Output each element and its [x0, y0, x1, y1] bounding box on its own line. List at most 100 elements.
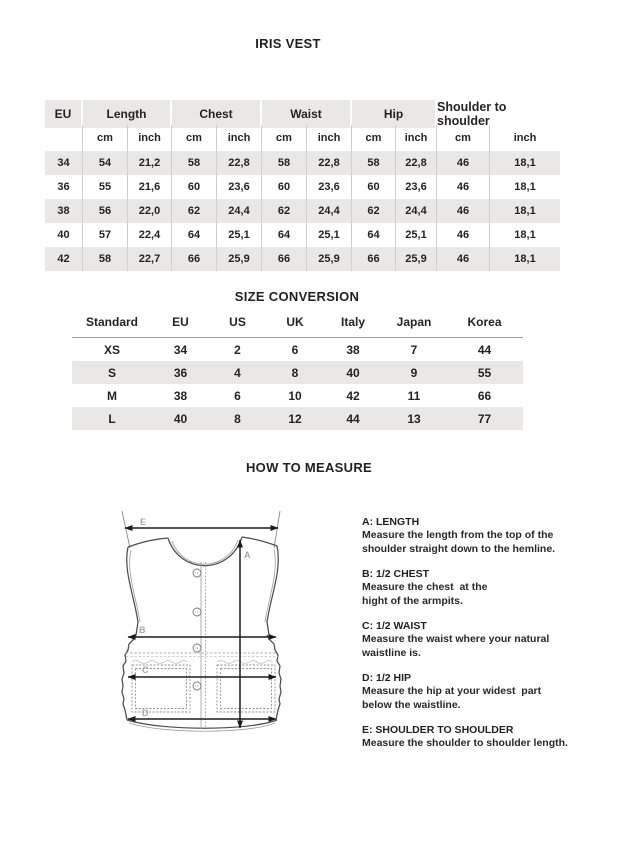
cell-italy: 44 [324, 407, 382, 430]
cell-korea: 44 [477, 342, 492, 357]
size-table-header-chest: Chest [172, 100, 262, 128]
cell-shoulder-cm: 46 [437, 175, 490, 199]
unit-cm: cm [262, 125, 307, 151]
measure-item-line2: below the waistline. [362, 698, 461, 711]
size-conversion-table: Standard EU US UK Italy Japan Korea XS 3… [72, 307, 523, 430]
measure-item-line2: shoulder straight down to the hemline. [362, 542, 556, 555]
cell-standard: S [72, 361, 152, 384]
cell-length-cm: 56 [83, 199, 128, 223]
how-to-measure-title: HOW TO MEASURE [245, 460, 373, 475]
measure-item: C: 1/2 WAIST Measure the waist where you… [362, 620, 577, 660]
cell-hip-cm: 62 [352, 199, 396, 223]
cell-korea: 66 [477, 388, 492, 403]
label-d: D [142, 708, 149, 718]
conv-header-japan: Japan [396, 315, 432, 329]
cell-length-inch: 21,2 [128, 151, 172, 175]
cell-eu: 40 [152, 407, 209, 430]
cell-chest-inch: 22,8 [217, 151, 262, 175]
vest-outline [121, 536, 282, 729]
size-table-header-row: EU Length Chest Waist Hip Shoulder to sh… [45, 100, 560, 128]
cell-chest-cm: 66 [172, 247, 217, 271]
cell-length-inch: 22,0 [128, 199, 172, 223]
size-table-row: 36 55 21,6 60 23,6 60 23,6 60 23,6 46 18… [45, 175, 560, 199]
cell-hip-cm: 64 [352, 223, 396, 247]
measure-item-line2: hight of the armpits. [362, 594, 463, 607]
cell-uk: 8 [266, 361, 324, 384]
cell-hip-inch: 25,9 [396, 247, 437, 271]
conversion-row: L 40 8 12 44 13 77 [72, 407, 523, 430]
cell-uk: 6 [291, 342, 299, 357]
size-table-row: 42 58 22,7 66 25,9 66 25,9 66 25,9 46 18… [45, 247, 560, 271]
cell-chest-inch: 25,9 [217, 247, 262, 271]
cell-shoulder-cm: 46 [437, 247, 490, 271]
unit-cm: cm [437, 125, 490, 151]
cell-italy: 38 [346, 342, 360, 357]
conversion-table-body: XS 34 2 6 38 7 44 S 36 4 8 40 9 55 M 38 … [72, 338, 523, 430]
cell-hip-inch: 25,1 [396, 223, 437, 247]
cell-us: 4 [209, 361, 266, 384]
measure-item-line1: Measure the shoulder to shoulder length. [362, 737, 568, 749]
right-pocket-inner [220, 668, 272, 709]
measure-item-label: E: SHOULDER TO SHOULDER [362, 724, 514, 736]
cell-chest-inch: 24,4 [217, 199, 262, 223]
measurement-arrows [124, 525, 279, 729]
cell-hip-inch: 24,4 [396, 199, 437, 223]
cell-shoulder-inch: 18,1 [490, 199, 560, 223]
cell-standard: M [107, 388, 117, 403]
unit-inch: inch [513, 132, 537, 144]
measure-item-line1: Measure the hip at your widest part [362, 685, 542, 697]
conv-header-standard: Standard [85, 315, 138, 329]
fur-texture [131, 660, 273, 664]
measure-item: A: LENGTH Measure the length from the to… [362, 516, 577, 556]
cell-japan: 11 [407, 388, 421, 403]
cell-us: 2 [234, 342, 241, 357]
guide-line-left [121, 510, 131, 549]
size-table-row: 40 57 22,4 64 25,1 64 25,1 64 25,1 46 18… [45, 223, 560, 247]
cell-shoulder-cm: 46 [437, 151, 490, 175]
guide-line-right [273, 510, 281, 549]
cell-japan: 13 [382, 407, 446, 430]
measure-instructions: A: LENGTH Measure the length from the to… [362, 516, 577, 763]
measure-item-label: A: LENGTH [362, 516, 420, 528]
measure-item-line1: Measure the waist where your natural [362, 633, 550, 645]
page-title: IRIS VEST [255, 36, 321, 51]
vest-inner-seams [128, 539, 276, 732]
cell-length-inch: 22,4 [128, 223, 172, 247]
conv-header-korea: Korea [467, 315, 502, 329]
cell-waist-inch: 25,9 [307, 247, 352, 271]
cell-waist-cm: 58 [262, 151, 307, 175]
label-b: B [139, 625, 146, 635]
vest-diagram: E A B C D [68, 500, 298, 750]
size-table: EU Length Chest Waist Hip Shoulder to sh… [45, 100, 560, 271]
cell-hip-inch: 23,6 [396, 175, 437, 199]
cell-italy: 40 [324, 361, 382, 384]
cell-uk: 12 [266, 407, 324, 430]
cell-waist-inch: 25,1 [307, 223, 352, 247]
cell-chest-cm: 60 [172, 175, 217, 199]
units-empty-cell [45, 125, 83, 151]
unit-inch: inch [396, 125, 437, 151]
left-pocket-inner [135, 668, 187, 709]
conversion-row: XS 34 2 6 38 7 44 [72, 338, 523, 361]
measure-item-line1: Measure the chest at the [362, 581, 488, 593]
size-table-body: 34 54 21,2 58 22,8 58 22,8 58 22,8 46 18… [45, 151, 560, 271]
cell-uk: 10 [288, 388, 302, 403]
size-table-header-waist: Waist [262, 100, 352, 128]
cell-eu: 38 [173, 388, 188, 403]
cell-length-cm: 54 [83, 151, 128, 175]
cell-standard: XS [103, 342, 120, 357]
cell-shoulder-inch: 18,1 [514, 181, 536, 193]
right-pocket [216, 664, 276, 713]
cell-hip-inch: 22,8 [396, 151, 437, 175]
cell-korea: 55 [446, 361, 523, 384]
cell-hip-cm: 58 [352, 151, 396, 175]
conv-header-italy: Italy [340, 315, 365, 329]
unit-cm: cm [352, 125, 396, 151]
cell-waist-inch: 22,8 [307, 151, 352, 175]
measure-item-label: B: 1/2 CHEST [362, 568, 430, 580]
cell-chest-cm: 62 [172, 199, 217, 223]
cell-chest-inch: 25,1 [217, 223, 262, 247]
conversion-row: S 36 4 8 40 9 55 [72, 361, 523, 384]
cell-eu: 34 [45, 151, 83, 175]
cell-japan: 9 [382, 361, 446, 384]
